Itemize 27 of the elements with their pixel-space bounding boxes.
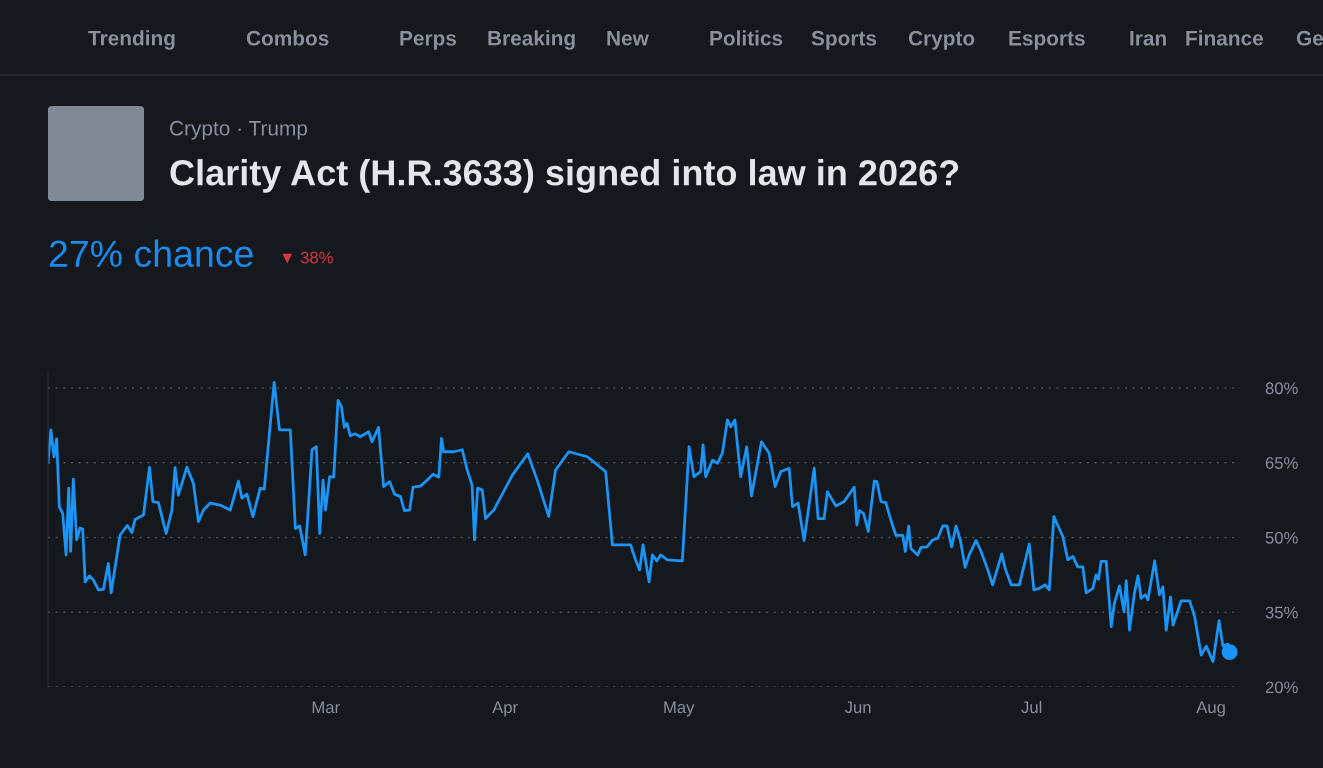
text: Iran	[1130, 31, 1166, 46]
y-tick-label: 80%	[1265, 382, 1298, 395]
text: 27% chance	[49, 239, 253, 268]
text: Ge	[1296, 30, 1323, 46]
text: Crypto	[908, 30, 975, 50]
x-tick-label: May	[664, 701, 695, 717]
y-tick-label: 50%	[1265, 531, 1298, 544]
text: Perps	[400, 31, 457, 50]
text: Politics	[710, 30, 783, 46]
y-tick-label: 35%	[1265, 606, 1298, 619]
text: New	[607, 31, 649, 46]
text: Trending	[88, 30, 175, 50]
text: Combos	[246, 30, 329, 46]
text: Breaking	[488, 30, 575, 50]
x-tick-label: Jul	[1021, 700, 1042, 714]
chart-subtitle: Crypto · Trump	[170, 120, 308, 140]
y-tick-label: 20%	[1265, 681, 1298, 694]
y-tick-label: 65%	[1265, 457, 1298, 469]
x-tick-label: Apr	[492, 701, 518, 717]
text: Esports	[1009, 31, 1085, 50]
text: Finance	[1186, 30, 1264, 46]
x-tick-label: Jun	[844, 701, 871, 714]
x-tick-label: Aug	[1196, 701, 1225, 717]
chart-title: Clarity Act (H.R.3633) signed into law in 2026?	[170, 159, 959, 193]
text: Sports	[811, 30, 877, 50]
text: ▼ 38%	[282, 251, 333, 264]
x-tick-label: Mar	[312, 701, 340, 714]
